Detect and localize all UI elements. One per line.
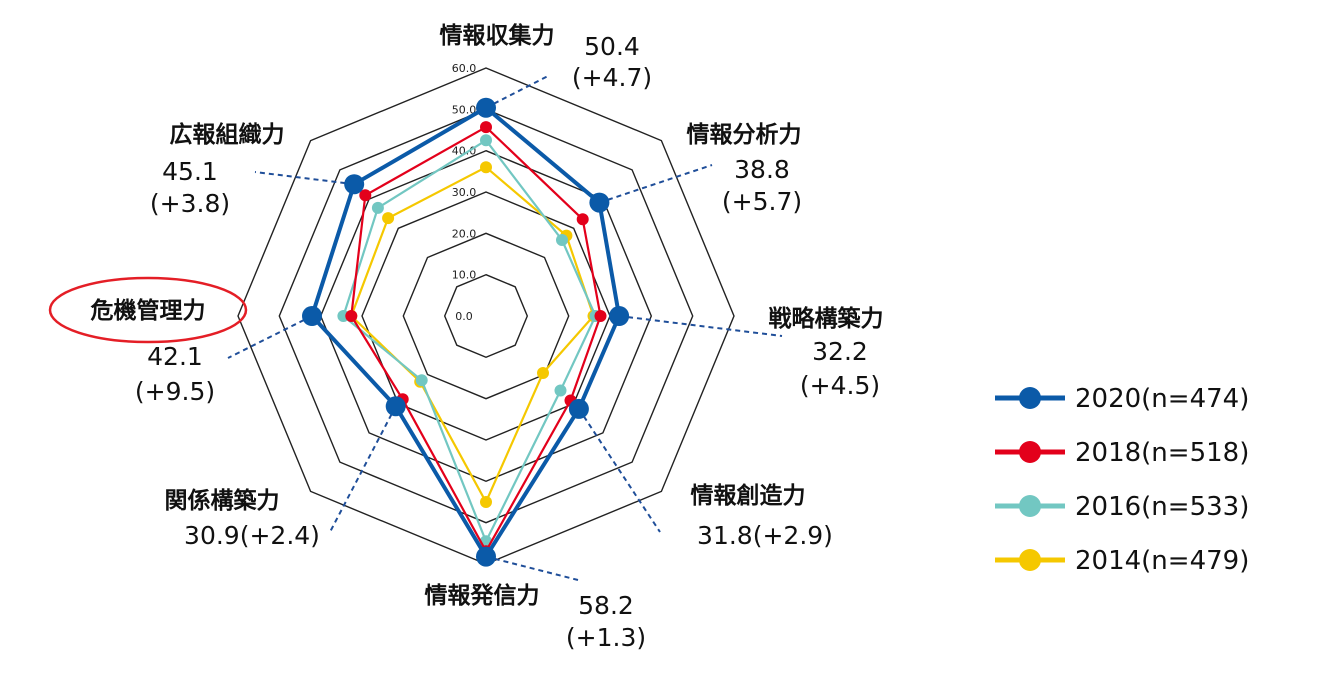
value-label: 31.8(+2.9) <box>697 521 833 550</box>
data-point <box>476 97 496 118</box>
series-2020 <box>302 97 630 567</box>
leader-line <box>485 555 579 581</box>
value-label: 38.8 <box>734 155 790 184</box>
data-point <box>609 306 630 326</box>
leader-line <box>618 315 783 337</box>
diff-label: (+3.8) <box>150 189 230 218</box>
tick-label: 40.0 <box>452 145 477 158</box>
grid-ring-30 <box>361 191 611 441</box>
data-point <box>382 212 395 225</box>
axis-label: 危機管理力 <box>91 297 206 324</box>
data-point <box>345 310 358 322</box>
legend-item: 2020(n=474) <box>995 384 1249 414</box>
grid-ring-50 <box>278 108 694 524</box>
data-point <box>480 134 492 147</box>
value-label: 50.4 <box>584 32 640 61</box>
value-label: 30.9(+2.4) <box>184 521 320 550</box>
leader-line <box>329 405 397 533</box>
data-point <box>576 213 589 226</box>
data-point <box>554 384 567 397</box>
legend-marker <box>1019 549 1041 571</box>
tick-label: 20.0 <box>452 227 477 240</box>
data-point <box>476 546 496 567</box>
axis-label: 情報創造力 <box>691 482 806 509</box>
tick-label: 30.0 <box>452 186 477 199</box>
data-point <box>415 374 428 387</box>
annotation-leaders <box>227 75 783 581</box>
legend: 2020(n=474) 2018(n=518) 2016(n=533) 2014(n=… <box>995 384 1249 576</box>
axis-label: 関係構築力 <box>165 487 280 514</box>
legend-marker <box>1019 441 1041 463</box>
value-label: 58.2 <box>578 591 634 620</box>
data-point <box>480 496 492 508</box>
legend-marker <box>1019 495 1041 517</box>
leader-line <box>599 164 713 204</box>
data-point <box>344 174 365 195</box>
tick-label: 10.0 <box>452 269 477 282</box>
data-point <box>371 201 384 214</box>
data-point <box>594 310 607 322</box>
value-label: 45.1 <box>162 157 218 186</box>
diff-label: (+5.7) <box>722 187 802 216</box>
legend-label: 2016(n=533) <box>1075 492 1249 522</box>
axis-label: 広報組織力 <box>170 121 285 148</box>
legend-label: 2020(n=474) <box>1075 384 1249 414</box>
legend-label: 2018(n=518) <box>1075 438 1249 468</box>
value-label: 42.1 <box>147 342 203 371</box>
tick-label: 60.0 <box>452 62 477 75</box>
legend-label: 2014(n=479) <box>1075 546 1249 576</box>
radial-tick-labels: 0.0 10.0 20.0 30.0 40.0 50.0 60.0 <box>452 62 477 323</box>
diff-label: (+4.5) <box>800 371 880 400</box>
legend-item: 2016(n=533) <box>995 492 1249 522</box>
data-point <box>556 234 568 246</box>
data-point <box>480 161 492 174</box>
diff-label: (+1.3) <box>566 623 646 652</box>
leader-line <box>227 315 313 359</box>
tick-label: 50.0 <box>452 103 477 116</box>
legend-item: 2014(n=479) <box>995 546 1249 576</box>
tick-label: 0.0 <box>455 310 473 323</box>
legend-marker <box>1019 387 1041 409</box>
data-point <box>480 121 492 134</box>
axis-label: 情報分析力 <box>687 121 802 148</box>
axis-label: 情報発信力 <box>425 582 540 609</box>
grid-ring-20 <box>402 232 570 400</box>
grid-ring-40 <box>319 149 653 483</box>
diff-label: (+4.7) <box>572 63 652 92</box>
data-point <box>359 189 372 202</box>
data-point <box>537 367 549 379</box>
highlight-ellipse <box>48 276 248 344</box>
data-point <box>302 306 322 326</box>
axis-label: 戦略構築力 <box>769 305 884 332</box>
legend-item: 2018(n=518) <box>995 438 1249 468</box>
series-layer <box>302 97 630 567</box>
axis-label: 情報収集力 <box>440 22 555 49</box>
value-label: 32.2 <box>812 337 868 366</box>
data-point <box>568 398 589 419</box>
axis-labels: 情報収集力 50.4(+4.7) 情報分析力 38.8 (+5.7) 戦略構築力 32.2 (… <box>48 22 884 652</box>
data-point <box>385 396 406 417</box>
leader-line <box>578 408 661 533</box>
diff-label: (+9.5) <box>135 377 215 406</box>
grid-ring-10 <box>443 273 529 359</box>
leader-line <box>254 171 355 186</box>
data-point <box>589 192 610 213</box>
leader-line <box>485 75 549 109</box>
